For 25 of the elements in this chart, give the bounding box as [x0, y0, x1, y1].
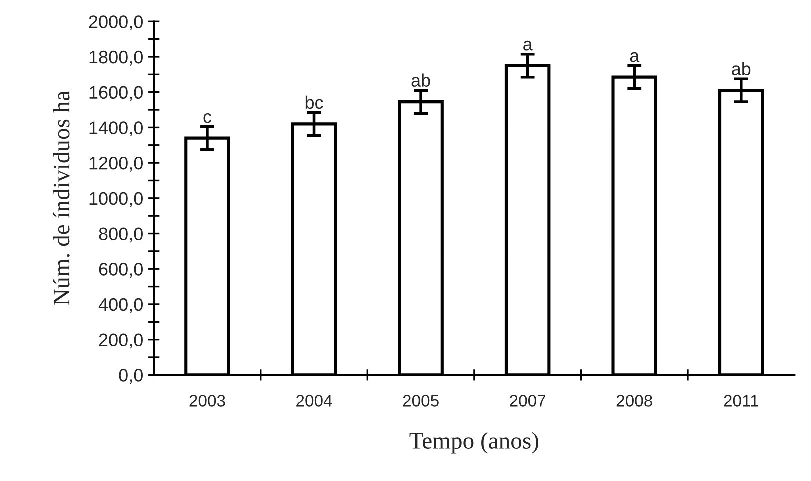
- x-tick-label: 2007: [510, 395, 546, 407]
- y-tick-label: 1400,0: [90, 122, 143, 137]
- y-tick-label: 400,0: [98, 298, 143, 314]
- y-tick-label: 1600,0: [90, 86, 143, 102]
- x-tick-label: 2005: [403, 395, 439, 407]
- y-tick-label: 1200,0: [90, 156, 143, 172]
- x-tick-label: 2004: [296, 395, 332, 407]
- annotation: bc: [306, 96, 324, 110]
- y-tick-label: 600,0: [99, 263, 143, 278]
- x-tick-label: 2008: [616, 395, 652, 407]
- y-axis-title: Núm. de índividuos ha: [53, 91, 70, 306]
- annotation: ab: [732, 62, 751, 76]
- y-tick-label: 0,0: [119, 369, 143, 384]
- y-tick-label: 1000,0: [90, 192, 143, 208]
- y-tick-label: 800,0: [99, 228, 143, 243]
- y-tick-label: 1800,0: [90, 50, 143, 66]
- x-tick-label: 2003: [190, 395, 226, 407]
- y-tick-label: 200,0: [99, 334, 143, 349]
- y-tick-label: 2000,0: [89, 16, 143, 30]
- annotation: c: [204, 113, 212, 124]
- x-tick-label: 2011: [724, 395, 758, 407]
- annotation: ab: [412, 74, 430, 88]
- x-axis-title: Tempo (anos): [410, 432, 538, 454]
- annotation: a: [630, 52, 640, 62]
- annotation: a: [524, 40, 533, 51]
